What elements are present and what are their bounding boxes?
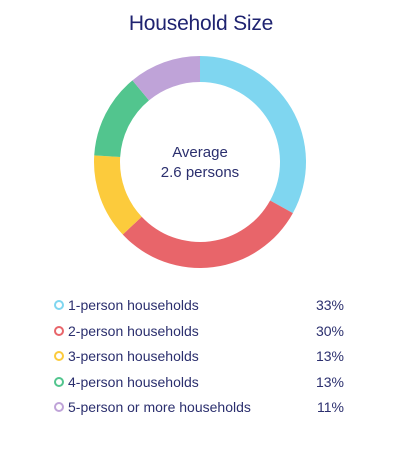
legend-marker [54, 325, 64, 336]
legend-marker [54, 351, 64, 361]
legend-label: 4-person households [68, 373, 199, 390]
legend-value: 13% [315, 348, 344, 364]
chart-legend: 1-person households 33% 2-person househo… [52, 294, 352, 422]
donut-svg [93, 56, 306, 269]
legend-item-3-person: 3-person households 13% [52, 345, 352, 371]
donut-slice-3 [93, 155, 142, 235]
donut-chart [93, 56, 306, 269]
legend-value: 33% [315, 297, 344, 313]
legend-marker [54, 402, 64, 412]
center-label-value: 2.6 persons [160, 164, 240, 181]
legend-value: 11% [317, 399, 344, 415]
legend-item-1-person: 1-person households 33% [52, 294, 352, 320]
legend-marker [54, 300, 64, 310]
legend-item-4-person: 4-person households 13% [52, 371, 352, 397]
donut-slice-1 [200, 56, 306, 214]
donut-slice-4 [94, 80, 150, 157]
legend-value: 30% [315, 322, 344, 339]
legend-marker [54, 376, 64, 387]
legend-label: 3-person households [68, 348, 199, 364]
donut-slice-2 [122, 200, 293, 269]
donut-slice-5 [132, 56, 200, 101]
chart-title: Household Size [128, 12, 274, 35]
legend-item-5-plus-person: 5-person or more households 11% [52, 396, 352, 422]
legend-label: 1-person households [68, 297, 199, 313]
legend-label: 2-person households [68, 322, 199, 339]
center-label-average: Average [172, 144, 228, 161]
legend-label: 5-person or more households [68, 399, 251, 415]
legend-item-2-person: 2-person households 30% [52, 320, 352, 346]
legend-value: 13% [315, 373, 344, 390]
